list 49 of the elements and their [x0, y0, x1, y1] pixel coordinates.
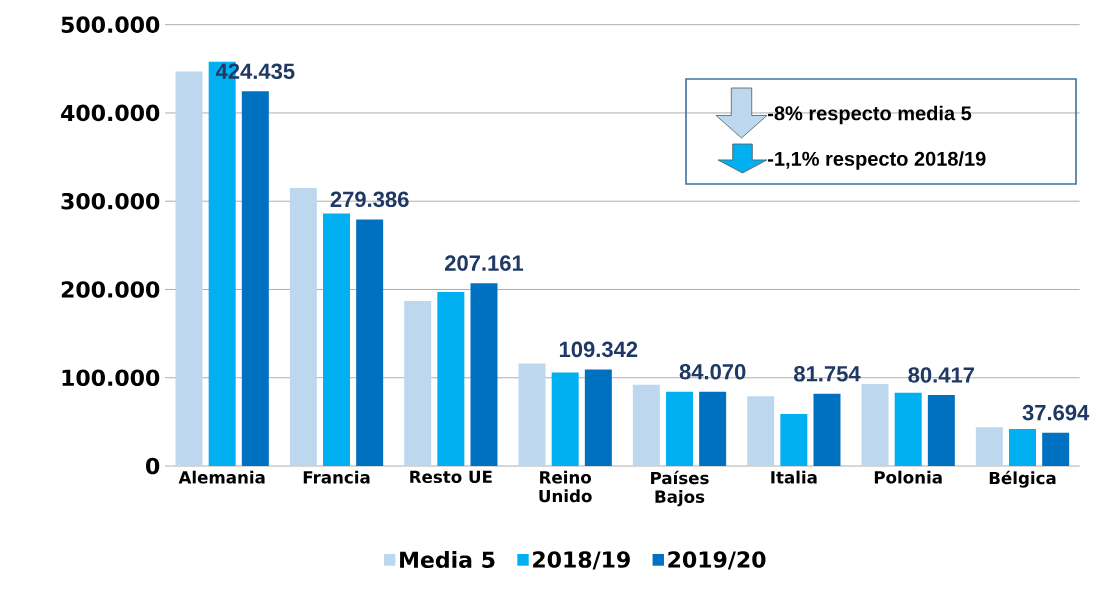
legend-label: 2019/20 [668, 551, 766, 570]
x-tick-label: Francia [303, 470, 370, 484]
bar [699, 391, 727, 466]
y-tick-label: 200.000 [61, 281, 160, 298]
bar [780, 413, 808, 466]
bar [323, 213, 350, 466]
bar [666, 391, 693, 466]
bar [551, 372, 579, 466]
data-label: 80.417 [908, 367, 974, 383]
data-label: 84.070 [679, 363, 746, 380]
y-tick-label: 300.000 [61, 192, 160, 210]
bar [241, 91, 269, 466]
y-tick-label: 500.000 [61, 16, 160, 33]
bar [813, 393, 841, 466]
data-label: 109.342 [559, 341, 638, 358]
data-label: 279.386 [330, 191, 409, 208]
y-tick-label: 100.000 [62, 369, 160, 387]
x-tick-label: Reino Unido [539, 470, 592, 503]
bar [437, 292, 465, 466]
x-tick-label: Italia [771, 470, 817, 484]
annotation: -8% respecto media 5 [768, 105, 972, 125]
bar [470, 283, 498, 466]
data-label: 37.694 [1022, 404, 1090, 421]
x-tick-label: Países Bajos [651, 470, 709, 507]
bar [1042, 432, 1070, 466]
bar [927, 395, 955, 466]
x-tick-label: Alemania [178, 470, 265, 484]
legend-label: Media 5 [400, 551, 495, 569]
bar [404, 300, 432, 466]
bar [518, 363, 546, 466]
bar [632, 384, 660, 466]
y-tick-label: 0 [146, 457, 160, 475]
annotation: -1,1% respecto 2018/19 [768, 151, 986, 170]
bar [356, 219, 384, 466]
x-tick-label: Bélgica [989, 470, 1056, 488]
bar [584, 369, 612, 466]
bar [975, 427, 1003, 466]
bar [747, 396, 775, 466]
bar [861, 383, 889, 466]
bar [289, 187, 317, 466]
data-label: 81.754 [794, 365, 861, 382]
bar [894, 392, 922, 466]
bar [175, 71, 203, 466]
x-tick-label: Resto UE [410, 470, 492, 484]
x-tick-label: Polonia [874, 470, 942, 484]
data-label: 207.161 [444, 255, 524, 271]
y-tick-label: 400.000 [61, 104, 160, 122]
legend-label: 2018/19 [533, 551, 630, 570]
bar [1009, 428, 1036, 466]
